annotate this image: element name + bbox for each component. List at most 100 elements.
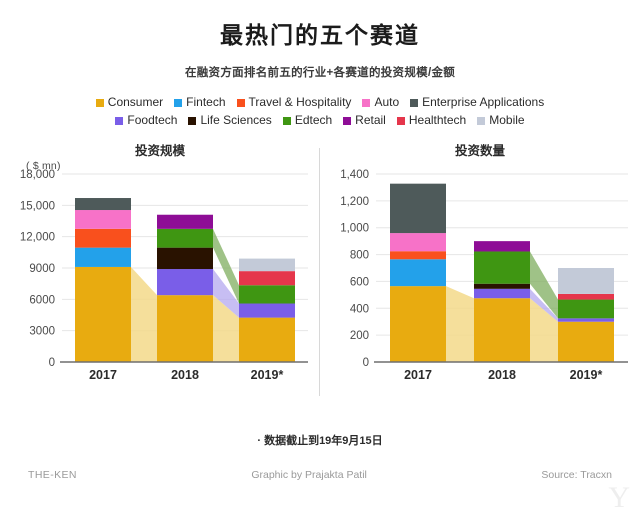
flow-ribbon-edtech [213,228,239,304]
y-axis-tick-label: 200 [350,330,369,342]
bar-segment[interactable] [474,298,530,362]
legend-item-auto[interactable]: Auto [362,95,399,110]
footer-source: Source: Tracxn [541,469,612,481]
y-axis-tick-label: 1,200 [340,196,369,208]
bar-segment[interactable] [558,293,614,300]
bar-segment[interactable] [558,321,614,362]
legend-item-label: Consumer [107,95,164,109]
bar-segment[interactable] [157,269,213,296]
bar-segment[interactable] [390,251,446,260]
y-axis-tick-label: 3000 [29,326,55,338]
legend-item-label: Fintech [186,95,226,109]
x-axis-tick-label: 2017 [404,368,432,382]
y-axis-tick-label: 600 [350,276,369,288]
x-axis-tick-label: 2018 [488,368,516,382]
stacked-bar-chart-amount: 0 3000 6000 9000 12,000 15,000 18,000 2017 2018 2… [20,169,308,382]
legend-item-mobile[interactable]: Mobile [477,113,525,128]
bar-segment[interactable] [390,259,446,287]
legend-item-label: Retail [355,113,386,127]
y-axis-tick-label: 1,400 [340,169,369,181]
flow-ribbon-consumer [446,286,474,362]
y-axis-tick-label: 15,000 [20,200,55,212]
legend-item-foodtech[interactable]: Foodtech [115,113,177,128]
y-axis-tick-label: 1,000 [340,223,369,235]
flow-ribbon-consumer [530,298,558,362]
bar-segment[interactable] [157,295,213,362]
y-axis-tick-label: 0 [363,357,369,369]
bar-segment[interactable] [558,318,614,322]
y-axis-tick-label: 0 [49,357,55,369]
watermark: Y [608,481,630,514]
legend-row-1: Consumer Fintech Travel & Hospitality Auto E… [0,95,640,110]
charts-container: 投资规模 ( $ mn) 0 3000 6000 9000 12,000 15,000 18… [0,140,640,410]
legend-swatch-icon [115,116,124,125]
legend-item-label: Life Sciences [200,113,272,127]
footer-credit: Graphic by Prajakta Patil [251,469,367,481]
bar-segment[interactable] [75,247,131,267]
flow-ribbon-consumer [213,295,239,362]
legend-swatch-icon [174,98,183,107]
stacked-bar-chart-count: 0 200 400 600 800 1,000 1,200 1,400 2017 2018 2019… [340,169,628,382]
bar-segment[interactable] [390,183,446,234]
bar-segment[interactable] [474,288,530,299]
bar-segment[interactable] [558,299,614,319]
x-axis-tick-label: 2019* [570,368,603,382]
bar-segment[interactable] [157,228,213,248]
flow-ribbon-edtech [530,251,558,319]
legend-item-edtech[interactable]: Edtech [282,113,332,128]
chart-panel-investment-count: 投资数量 0 200 400 600 800 1,000 1,200 1,400 2017 201… [320,140,640,410]
bar-segment[interactable] [157,214,213,229]
bar-segment[interactable] [474,241,530,252]
legend-item-healthtech[interactable]: Healthtech [396,113,467,128]
bar-segment[interactable] [390,233,446,252]
x-axis-tick-label: 2019* [251,368,284,382]
legend-row-2: Foodtech Life Sciences Edtech Retail Healtht… [0,113,640,128]
legend-item-label: Enterprise Applications [422,95,545,109]
flow-ribbon-foodtech [530,288,558,322]
bar-segment[interactable] [239,303,295,318]
y-axis-tick-label: 6000 [29,294,55,306]
footnote: · 数据截止到19年9月15日 [257,435,383,447]
bar-segment[interactable] [239,285,295,304]
panel-title-left: 投资规模 [134,144,185,158]
legend-item-enterprise-applications[interactable]: Enterprise Applications [410,95,544,110]
plot-area-right: 0 200 400 600 800 1,000 1,200 1,400 2017 2018 2019… [320,160,640,390]
legend-swatch-icon [282,116,291,125]
bar-segment[interactable] [75,210,131,229]
bar-segment[interactable] [474,283,530,289]
bar-segment[interactable] [75,198,131,211]
panel-divider [319,148,320,396]
bar-segment[interactable] [239,258,295,272]
bar-segment[interactable] [390,286,446,362]
legend-item-travel-hospitality[interactable]: Travel & Hospitality [236,95,352,110]
footer-brand: THE-KEN [28,469,77,481]
flow-ribbon-consumer [131,266,157,362]
panel-title-right: 投资数量 [454,144,505,158]
legend-item-label: Healthtech [408,113,467,127]
legend-item-consumer[interactable]: Consumer [95,95,164,110]
flow-ribbon-foodtech [213,269,239,318]
chart-legend: Consumer Fintech Travel & Hospitality Auto E… [0,80,640,128]
bar-segment[interactable] [75,228,131,248]
legend-item-retail[interactable]: Retail [343,113,386,128]
y-axis-tick-label: 400 [350,303,369,315]
bar-segment[interactable] [239,317,295,362]
legend-item-label: Foodtech [127,113,178,127]
legend-item-fintech[interactable]: Fintech [174,95,226,110]
chart-panel-investment-amount: 投资规模 ( $ mn) 0 3000 6000 9000 12,000 15,000 18… [0,140,320,410]
bar-segment[interactable] [239,271,295,286]
bar-segment[interactable] [558,268,614,294]
x-axis-tick-label: 2018 [171,368,199,382]
legend-swatch-icon [188,116,197,125]
bar-segment[interactable] [474,251,530,284]
bar-segment[interactable] [75,266,131,362]
legend-swatch-icon [410,98,419,107]
bar-segment[interactable] [157,247,213,270]
legend-swatch-icon [95,98,104,107]
legend-item-life-sciences[interactable]: Life Sciences [188,113,272,128]
legend-item-label: Travel & Hospitality [248,95,352,109]
y-axis-tick-label: 18,000 [20,169,55,181]
footer: THE-KEN Graphic by Prajakta Patil Source… [0,469,640,481]
legend-swatch-icon [477,116,486,125]
